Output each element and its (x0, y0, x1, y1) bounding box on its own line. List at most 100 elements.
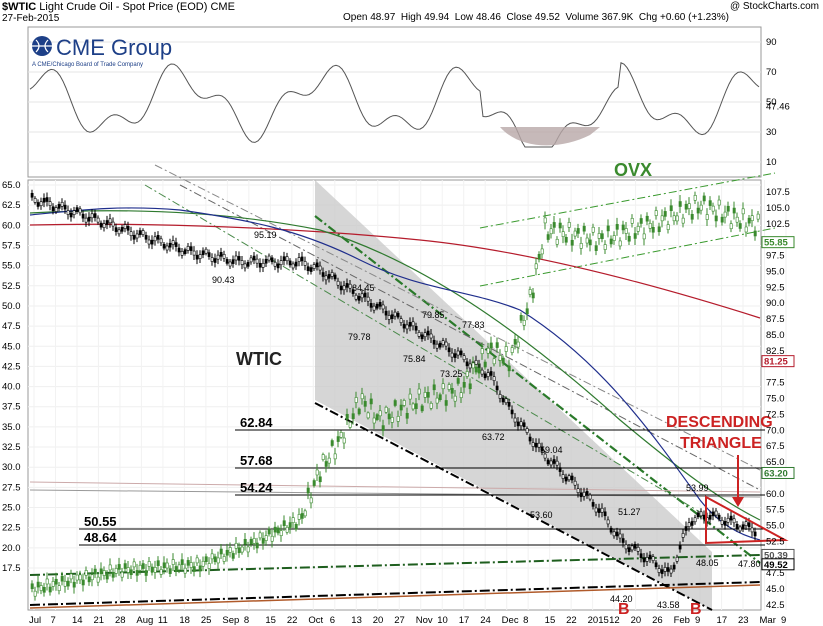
price-annotation: 48.05 (696, 558, 719, 568)
wtic-candle (114, 227, 118, 232)
wtic-candle (348, 283, 352, 289)
ovx-candle (540, 248, 544, 255)
ovx-candle (501, 357, 505, 364)
x-tick-label: 15 (265, 615, 276, 626)
ovx-candle (42, 586, 46, 593)
wtic-candle (153, 236, 157, 242)
wtic-candle (234, 255, 238, 261)
wtic-candle (333, 274, 337, 280)
wtic-candle (552, 459, 556, 464)
ovx-candle (534, 263, 538, 270)
x-tick-label: 26 (652, 615, 663, 626)
ovx-candle (714, 215, 718, 222)
copyright: @ StockCharts.com (729, 1, 819, 12)
ovx-candle (576, 228, 580, 234)
wtic-candle (630, 545, 634, 551)
ovx-candle (264, 535, 268, 541)
wtic-candle (420, 334, 424, 340)
ovx-candle (678, 201, 682, 207)
green-trendline (144, 184, 701, 513)
wtic-candle (210, 257, 214, 262)
price-annotation: 73.25 (440, 369, 463, 379)
x-tick-label: Mar (760, 615, 776, 626)
ovx-candle (168, 568, 172, 574)
ovx-candle (381, 425, 385, 431)
wtic-candle (111, 221, 115, 227)
ovx-candle (213, 556, 217, 563)
ovx-candle (306, 487, 310, 494)
x-tick-label: Feb (674, 615, 690, 626)
ovx-candle (564, 236, 568, 243)
wtic-candle (102, 223, 106, 228)
ovx-candle (150, 566, 154, 573)
wtic-candle (513, 417, 517, 423)
ovx-candle (240, 546, 244, 553)
ovx-candle (180, 559, 184, 565)
price-annotation: 90.43 (212, 275, 235, 285)
x-tick-label: 17 (459, 615, 470, 626)
ovx-candle (75, 574, 79, 581)
wtic-candle (285, 256, 289, 262)
ovx-candle (663, 211, 667, 217)
wtic-candle (291, 263, 295, 269)
right-tick-label: 45.0 (766, 584, 785, 595)
wtic-candle (327, 274, 331, 279)
wtic-candle (639, 553, 643, 558)
wtic-candle (624, 544, 628, 550)
ovx-candle (138, 564, 142, 571)
ovx-candle (510, 347, 514, 353)
wtic-candle (729, 515, 733, 521)
ovx-candle (249, 538, 253, 545)
ovx-candle (303, 510, 307, 517)
ovx-candle (693, 195, 697, 201)
wtic-candle (270, 257, 274, 263)
ovx-candle (471, 362, 475, 369)
wtic-candle (585, 491, 589, 496)
ovx-candle (741, 208, 745, 215)
wtic-candle (132, 235, 136, 240)
x-tick-label: 23 (738, 615, 749, 626)
ovx-candle (255, 542, 259, 549)
value-box (761, 236, 795, 249)
wtic-candle (123, 224, 127, 229)
ovx-candle (63, 580, 67, 587)
wtic-candle (642, 557, 646, 563)
wtic-candle (72, 210, 76, 215)
ovx-upper (479, 172, 776, 229)
value-box-label: 49.52 (764, 560, 788, 571)
ovx-candle (57, 585, 61, 591)
x-tick-label: 27 (394, 615, 405, 626)
price-annotation: 43.58 (657, 600, 680, 610)
wtic-candle (615, 531, 619, 537)
ovx-candle (195, 557, 199, 564)
wtic-candle (582, 491, 586, 497)
ovx-candle (462, 382, 466, 388)
wtic-candle (441, 340, 445, 346)
wtic-candle (495, 385, 499, 391)
price-annotation: 79.85 (422, 310, 445, 320)
wtic-candle (594, 507, 598, 513)
ovx-candle (660, 215, 664, 222)
wtic-candle (567, 475, 571, 481)
wtic-candle (618, 533, 622, 539)
ovx-candle (291, 517, 295, 523)
ovx-candle (174, 566, 178, 572)
x-tick-label: 9 (781, 615, 786, 626)
ovx-candle (738, 223, 742, 229)
left-tick-label: 47.5 (2, 321, 21, 332)
wtic-candle (126, 226, 130, 231)
symbol: $WTIC (2, 1, 37, 13)
axes: 90 70 50 30 10 47.46 65.0 62.5 60.0 57.5 55.0 52.5 5… (2, 37, 795, 626)
wtic-candle (105, 220, 109, 225)
ovx-candle (144, 570, 148, 576)
ovx-candle (225, 549, 229, 556)
wtic-candle (318, 265, 322, 271)
wtic-candle (591, 502, 595, 507)
wtic-candle (636, 546, 640, 552)
ovx-candle (141, 563, 145, 569)
gray-trendline-1 (154, 164, 761, 471)
ovx-candle (129, 569, 133, 576)
ovx-candle (96, 576, 100, 583)
wtic-candle (432, 339, 436, 345)
wtic-candle (273, 261, 277, 267)
